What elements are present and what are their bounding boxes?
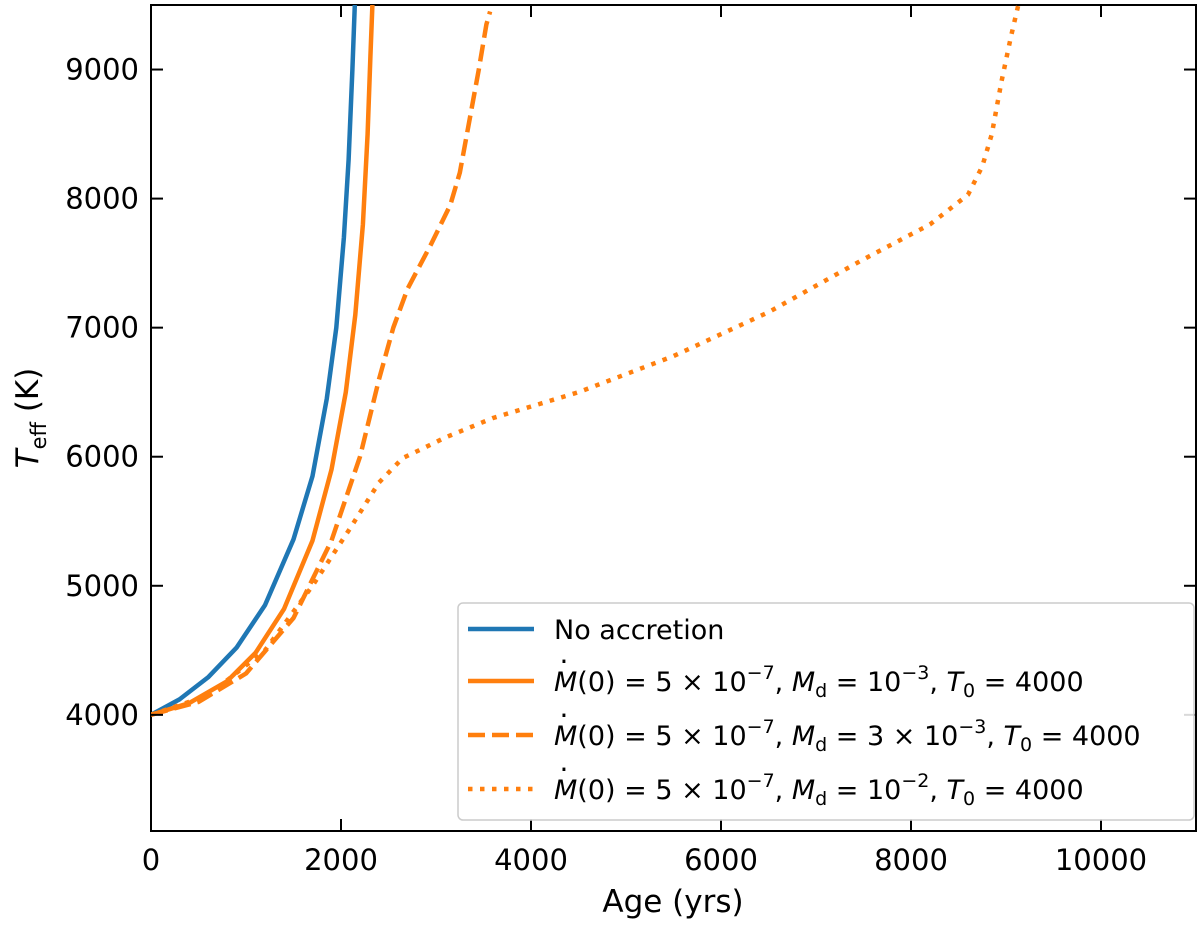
x-tick-label-2000: 2000: [304, 843, 378, 877]
legend-label-md-1e-2: M(0) = 5 × 10−7, Md = 10−2, T0 = 4000: [554, 770, 1084, 810]
legend-entry-md-1e-2: · M(0) = 5 × 10−7, Md = 10−2, T0 = 4000: [468, 753, 1084, 810]
legend-mdot-dot-md-3e-3: ·: [560, 699, 569, 732]
legend-label-no-accretion: No accretion: [554, 615, 724, 646]
series-line-2: [151, 10, 493, 717]
y-axis-label: Teff (K): [10, 368, 51, 469]
legend: No accretion · M(0) = 5 × 10−7, Md = 10−…: [457, 602, 1195, 821]
plot-area: 0 2000 4000 6000 8000 10000 4000 5000 6000 7000 80…: [65, 4, 1197, 877]
y-tick-label-6000: 6000: [65, 440, 139, 474]
x-axis-label: Age (yrs): [602, 884, 743, 920]
y-axis-title: Teff (K): [10, 368, 51, 469]
y-tick-label-5000: 5000: [65, 569, 139, 603]
legend-entry-no-accretion: No accretion: [468, 615, 724, 646]
y-tick-label-9000: 9000: [65, 53, 139, 87]
series-line-0: [151, 5, 358, 717]
tick-layer: 0 2000 4000 6000 8000 10000 4000 5000 6000 7000 80…: [65, 5, 1196, 877]
plot-frame: [150, 4, 1197, 832]
x-tick-label-10000: 10000: [1055, 843, 1147, 877]
y-tick-label-4000: 4000: [65, 698, 139, 732]
x-tick-label-8000: 8000: [874, 843, 948, 877]
legend-label-md-3e-3: M(0) = 5 × 10−7, Md = 3 × 10−3, T0 = 400…: [554, 716, 1141, 756]
legend-mdot-dot-md-1e-3: ·: [560, 645, 569, 678]
legend-box: [457, 602, 1195, 821]
legend-entry-md-3e-3: · M(0) = 5 × 10−7, Md = 3 × 10−3, T0 = 4…: [468, 699, 1141, 756]
x-tick-label-0: 0: [142, 843, 160, 877]
x-tick-label-6000: 6000: [684, 843, 758, 877]
x-axis-title: Age (yrs): [602, 884, 743, 920]
y-tick-label-8000: 8000: [65, 182, 139, 216]
legend-label-md-1e-3: M(0) = 5 × 10−7, Md = 10−3, T0 = 4000: [554, 662, 1084, 702]
x-tick-label-4000: 4000: [494, 843, 568, 877]
y-tick-label-7000: 7000: [65, 311, 139, 345]
series-layer: [151, 5, 1021, 717]
legend-entry-md-1e-3: · M(0) = 5 × 10−7, Md = 10−3, T0 = 4000: [468, 645, 1084, 702]
legend-mdot-dot-md-1e-2: ·: [560, 753, 569, 786]
series-line-1: [151, 5, 375, 717]
